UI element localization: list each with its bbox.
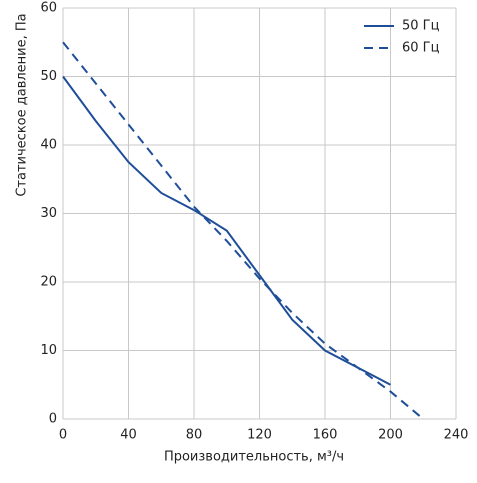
legend-label: 60 Гц [402,41,440,56]
y-axis-label: Статическое давление, Па [15,13,30,196]
x-tick-label: 0 [59,428,67,443]
x-tick-label: 160 [313,428,338,443]
y-tick-label: 0 [49,412,57,427]
y-tick-label: 60 [40,1,57,16]
y-tick-label: 10 [40,343,57,358]
y-tick-label: 50 [40,69,57,84]
series-line [62,75,391,386]
x-tick-label: 200 [378,428,403,443]
x-tick-label: 240 [444,428,469,443]
x-tick-label: 40 [120,428,137,443]
y-tick-label: 20 [40,275,57,290]
x-tick-label: 120 [247,428,272,443]
x-axis-label: Производительность, м³/ч [164,450,344,465]
legend-label: 50 Гц [402,19,440,34]
series-line [62,41,424,420]
y-tick-label: 30 [40,206,57,221]
y-tick-label: 40 [40,138,57,153]
x-tick-label: 80 [186,428,203,443]
